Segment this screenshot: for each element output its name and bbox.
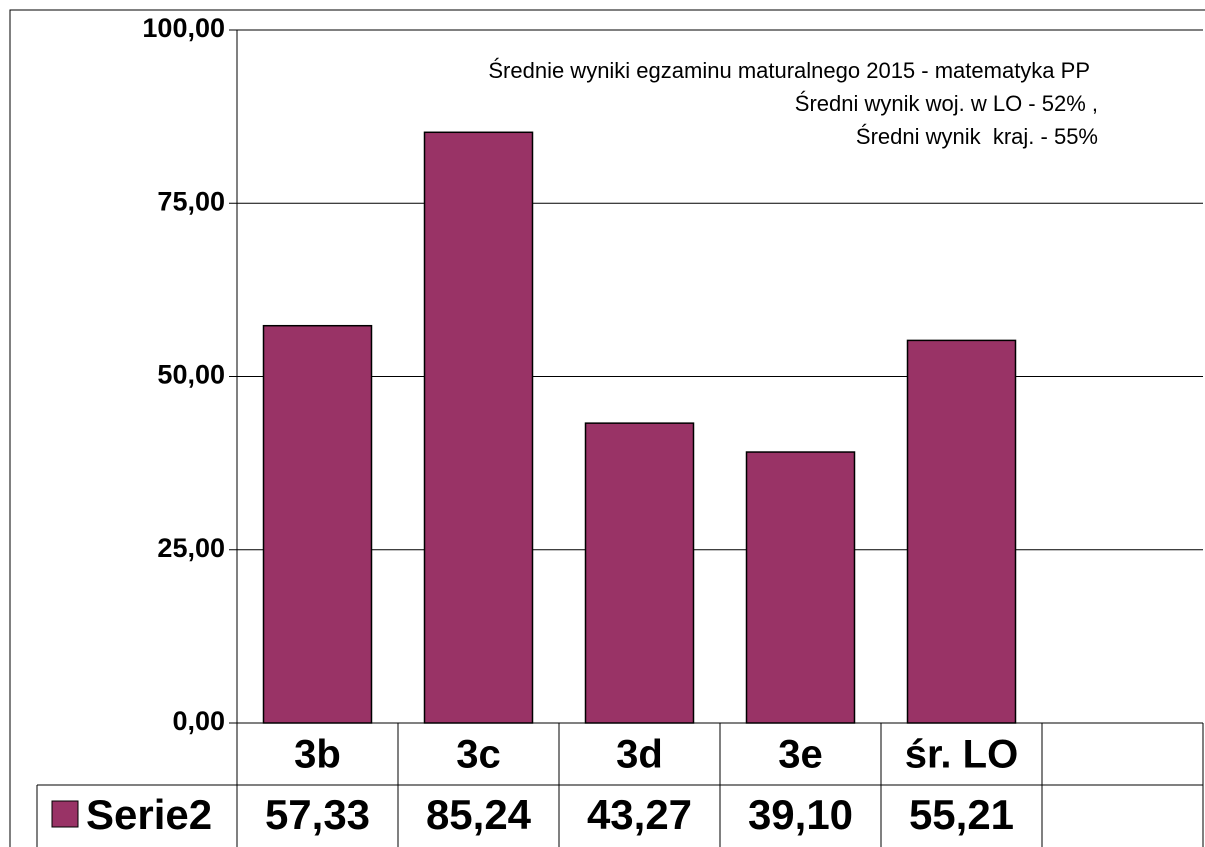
bar (745, 451, 856, 724)
y-tick-label: 50,00 (157, 360, 225, 390)
y-tick-label: 0,00 (172, 706, 225, 736)
bar (262, 324, 373, 724)
chart-title: Średnie wyniki egzaminu maturalnego 2015… (488, 58, 1090, 83)
x-tick-label: śr. LO (905, 733, 1018, 777)
y-tick-label: 100,00 (142, 13, 225, 43)
legend-label: Serie2 (86, 791, 212, 838)
chart-subtitle: Średni wynik kraj. - 55% (856, 124, 1098, 149)
chart-frame (9, 9, 1205, 847)
x-tick-label: 3d (616, 733, 663, 777)
data-label: 39,10 (748, 791, 853, 838)
y-tick-label: 75,00 (157, 186, 225, 216)
data-label: 57,33 (265, 791, 370, 838)
x-tick-label: 3e (778, 733, 823, 777)
data-label: 43,27 (587, 791, 692, 838)
bar (906, 339, 1017, 724)
bar (423, 131, 534, 724)
x-tick-label: 3c (456, 733, 501, 777)
data-label: 85,24 (426, 791, 532, 838)
data-label: 55,21 (909, 791, 1014, 838)
x-tick-label: 3b (294, 733, 341, 777)
legend-swatch (51, 800, 79, 828)
chart-subtitle: Średni wynik woj. w LO - 52% , (795, 91, 1098, 116)
y-tick-label: 25,00 (157, 533, 225, 563)
bar (584, 422, 695, 724)
